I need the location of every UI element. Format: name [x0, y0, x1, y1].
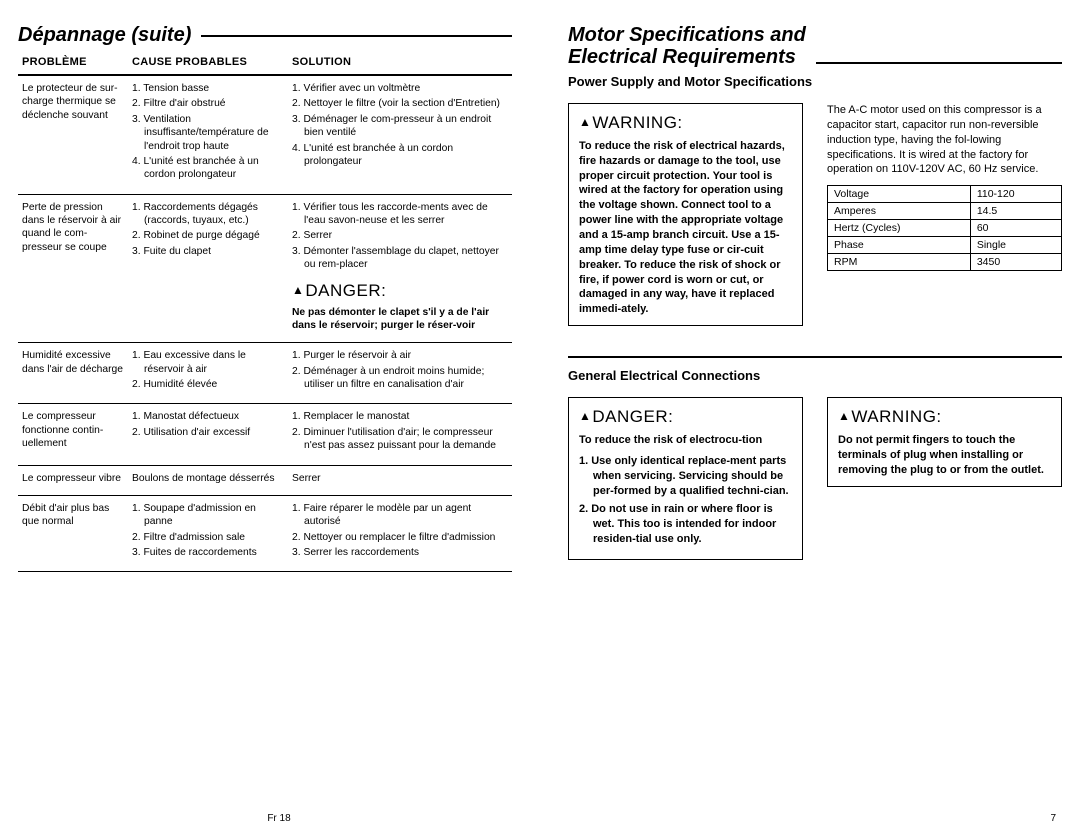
subheading-electrical: General Electrical Connections: [568, 368, 1062, 383]
list-item: 1. Use only identical replace-ment parts…: [593, 454, 792, 499]
columns-row-1: WARNING: To reduce the risk of electrica…: [568, 103, 1062, 338]
cell-cause: 1. Tension basse2. Filtre d'air obstrué3…: [128, 75, 288, 194]
cell-cause: 1. Eau excessive dans le réservoir à air…: [128, 343, 288, 404]
warning-box: WARNING: To reduce the risk of electrica…: [568, 103, 803, 326]
heading-title: Motor Specifications and Electrical Requ…: [568, 24, 806, 68]
danger-inline-text: Ne pas démonter le clapet s'il y a de l'…: [292, 306, 508, 333]
warning-icon-label: WARNING:: [838, 406, 1051, 429]
table-row: Perte de pression dans le réservoir à ai…: [18, 194, 512, 343]
spec-cell: Single: [970, 237, 1061, 254]
spec-cell: Phase: [828, 237, 971, 254]
heading-title: Dépannage (suite): [18, 24, 191, 46]
page-number-right: 7: [1050, 813, 1056, 824]
page-number-left: Fr 18: [267, 813, 290, 824]
cell-solution: 1. Faire réparer le modèle par un agent …: [288, 495, 512, 572]
table-row: Le compresseur vibreBoulons de montage d…: [18, 465, 512, 495]
spec-row: Amperes14.5: [828, 203, 1062, 220]
spec-row: PhaseSingle: [828, 237, 1062, 254]
cell-cause: 1. Manostat défectueux2. Utilisation d'a…: [128, 404, 288, 465]
cell-problem: Le compresseur vibre: [18, 465, 128, 495]
warning-icon-label: WARNING:: [579, 112, 792, 135]
heading-rule: [201, 35, 512, 37]
section-heading: Motor Specifications and Electrical Requ…: [568, 24, 1062, 68]
spec-cell: Hertz (Cycles): [828, 220, 971, 237]
list-item: 2. Do not use in rain or where floor is …: [593, 502, 792, 547]
table-row: Débit d'air plus bas que normal1. Soupap…: [18, 495, 512, 572]
motor-paragraph: The A-C motor used on this compressor is…: [827, 103, 1062, 177]
cell-problem: Le protecteur de sur-charge thermique se…: [18, 75, 128, 194]
warning-text: Do not permit fingers to touch the termi…: [838, 433, 1051, 478]
cell-problem: Humidité excessive dans l'air de décharg…: [18, 343, 128, 404]
th-cause: Cause Probables: [128, 52, 288, 75]
spec-table: Voltage110-120Amperes14.5Hertz (Cycles)6…: [827, 185, 1062, 271]
cell-cause: 1. Raccordements dégagés (raccords, tuya…: [128, 194, 288, 343]
spec-cell: 110-120: [970, 186, 1061, 203]
cell-solution: 1. Purger le réservoir à air2. Déménager…: [288, 343, 512, 404]
spec-row: Voltage110-120: [828, 186, 1062, 203]
danger-list: 1. Use only identical replace-ment parts…: [579, 454, 792, 547]
cell-solution: Serrer: [288, 465, 512, 495]
cell-cause: 1. Soupape d'admission en panne2. Filtre…: [128, 495, 288, 572]
table-row: Le compresseur fonctionne contin-uelleme…: [18, 404, 512, 465]
spec-row: Hertz (Cycles)60: [828, 220, 1062, 237]
columns-row-2: DANGER: To reduce the risk of electrocu-…: [568, 397, 1062, 572]
section-heading: Dépannage (suite): [18, 24, 512, 46]
th-problem: Problème: [18, 52, 128, 75]
right-page: Motor Specifications and Electrical Requ…: [540, 24, 1062, 824]
table-row: Le protecteur de sur-charge thermique se…: [18, 75, 512, 194]
table-row: Humidité excessive dans l'air de décharg…: [18, 343, 512, 404]
subheading-power: Power Supply and Motor Specifications: [568, 74, 1062, 89]
cell-solution: 1. Vérifier avec un voltmètre2. Nettoyer…: [288, 75, 512, 194]
cell-cause: Boulons de montage désserrés: [128, 465, 288, 495]
cell-solution: 1. Remplacer le manostat2. Diminuer l'ut…: [288, 404, 512, 465]
heading-rule: [816, 62, 1062, 64]
cell-problem: Perte de pression dans le réservoir à ai…: [18, 194, 128, 343]
troubleshooting-table: Problème Cause Probables Solution Le pro…: [18, 52, 512, 572]
spec-row: RPM3450: [828, 254, 1062, 271]
divider-rule: [568, 356, 1062, 358]
warning-text: To reduce the risk of electrical hazards…: [579, 139, 792, 317]
danger-icon-label: DANGER:: [579, 406, 792, 429]
spec-cell: Voltage: [828, 186, 971, 203]
spec-cell: 60: [970, 220, 1061, 237]
cell-problem: Le compresseur fonctionne contin-uelleme…: [18, 404, 128, 465]
spec-cell: 14.5: [970, 203, 1061, 220]
spec-cell: 3450: [970, 254, 1061, 271]
danger-box: DANGER: To reduce the risk of electrocu-…: [568, 397, 803, 560]
warning-box-2: WARNING: Do not permit fingers to touch …: [827, 397, 1062, 486]
spec-cell: Amperes: [828, 203, 971, 220]
left-page: Dépannage (suite) Problème Cause Probabl…: [18, 24, 540, 824]
cell-problem: Débit d'air plus bas que normal: [18, 495, 128, 572]
danger-inline-label: DANGER:: [292, 280, 508, 302]
danger-intro: To reduce the risk of electrocu-tion: [579, 433, 792, 448]
spec-cell: RPM: [828, 254, 971, 271]
th-solution: Solution: [288, 52, 512, 75]
cell-solution: 1. Vérifier tous les raccorde-ments avec…: [288, 194, 512, 343]
